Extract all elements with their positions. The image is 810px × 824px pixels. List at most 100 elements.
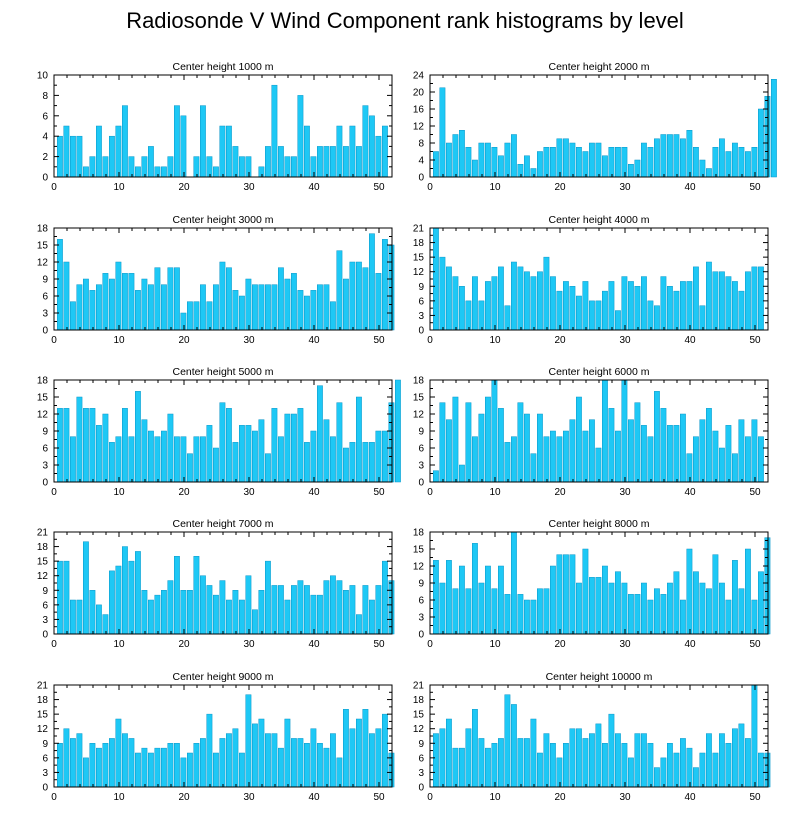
histogram-bar xyxy=(660,408,667,483)
histogram-bar xyxy=(732,453,738,483)
histogram-bar xyxy=(680,413,686,483)
histogram-bar xyxy=(582,738,589,788)
histogram-bar xyxy=(673,134,680,178)
y-tick-label: 9 xyxy=(418,739,424,750)
histogram-bar xyxy=(712,554,719,635)
histogram-bar xyxy=(278,146,284,178)
histogram-bar xyxy=(70,738,76,788)
histogram-bar xyxy=(491,588,498,635)
y-tick-label: 2 xyxy=(42,152,48,163)
x-tick-label: 50 xyxy=(373,182,385,193)
histogram-bar xyxy=(491,276,498,331)
histogram-bar xyxy=(200,284,206,331)
histogram-bar xyxy=(634,286,641,331)
histogram-bar xyxy=(576,396,582,483)
histogram-bar xyxy=(563,743,569,788)
histogram-bar xyxy=(491,379,498,483)
histogram-bar xyxy=(452,396,459,483)
x-tick-label: 40 xyxy=(308,487,320,498)
histogram-bar xyxy=(485,281,491,331)
histogram-bar xyxy=(96,425,102,483)
histogram-bar xyxy=(278,585,284,635)
histogram-bar xyxy=(706,588,712,635)
y-tick-label: 24 xyxy=(413,71,425,82)
histogram-bar xyxy=(686,130,693,178)
histogram-bar xyxy=(395,379,401,483)
x-tick-label: 30 xyxy=(619,335,631,346)
histogram-bar xyxy=(206,585,213,635)
histogram-bar xyxy=(89,743,96,788)
histogram-bar xyxy=(57,743,63,788)
histogram-bar xyxy=(102,413,109,483)
histogram-bar xyxy=(245,156,252,178)
histogram-bar xyxy=(135,551,141,635)
histogram-bar xyxy=(128,738,135,788)
histogram-bar xyxy=(543,147,550,178)
histogram-bar xyxy=(297,738,304,788)
histogram-bar xyxy=(128,273,135,331)
histogram-bar xyxy=(336,757,343,788)
histogram-bar xyxy=(174,105,180,178)
histogram-bar xyxy=(284,156,291,178)
histogram-bar xyxy=(680,599,686,635)
histogram-bar xyxy=(336,580,343,635)
histogram-bar xyxy=(382,239,388,331)
histogram-bar xyxy=(485,747,491,788)
histogram-bar xyxy=(369,599,375,635)
histogram-bar xyxy=(608,713,615,788)
histogram-bar xyxy=(693,767,699,788)
histogram-bar xyxy=(439,402,446,483)
histogram-bar xyxy=(63,728,70,788)
histogram-bar xyxy=(576,728,582,788)
histogram-bar xyxy=(563,430,569,483)
histogram-bar xyxy=(271,84,278,178)
histogram-bar xyxy=(362,709,369,788)
y-tick-label: 18 xyxy=(37,376,49,387)
y-tick-label: 15 xyxy=(413,710,425,721)
histogram-bar xyxy=(439,87,446,178)
x-tick-label: 40 xyxy=(684,639,696,650)
histogram-bar xyxy=(57,408,63,483)
histogram-bar xyxy=(673,752,680,788)
histogram-bar xyxy=(556,436,563,483)
y-tick-label: 16 xyxy=(413,105,425,116)
histogram-bar xyxy=(595,142,602,178)
histogram-bar xyxy=(673,571,680,635)
histogram-bar xyxy=(654,767,660,788)
histogram-bar xyxy=(517,266,524,331)
histogram-bar xyxy=(628,757,634,788)
histogram-bar xyxy=(530,276,537,331)
histogram-bar xyxy=(478,142,485,178)
histogram-bar xyxy=(569,554,576,635)
histogram-bar xyxy=(660,594,667,635)
histogram-bar xyxy=(602,743,608,788)
histogram-bar xyxy=(252,723,258,788)
panel-title: Center height 10000 m xyxy=(546,671,653,683)
histogram-bar xyxy=(439,256,446,331)
x-tick-label: 0 xyxy=(51,335,57,346)
histogram-bar xyxy=(732,142,738,178)
x-tick-label: 0 xyxy=(427,792,433,803)
x-tick-label: 0 xyxy=(427,335,433,346)
histogram-bar xyxy=(524,738,530,788)
x-tick-label: 10 xyxy=(489,182,501,193)
histogram-bar xyxy=(284,599,291,635)
histogram-bar xyxy=(245,575,252,635)
histogram-bar xyxy=(226,267,232,331)
histogram-bar xyxy=(504,142,511,178)
histogram-bar xyxy=(745,271,751,331)
histogram-bar xyxy=(200,575,206,635)
histogram-bar xyxy=(667,582,673,635)
x-tick-label: 40 xyxy=(308,792,320,803)
histogram-bar xyxy=(317,743,323,788)
histogram-bar xyxy=(213,594,219,635)
histogram-bar xyxy=(589,577,595,635)
histogram-bar xyxy=(219,125,226,178)
panel-title: Center height 8000 m xyxy=(549,518,650,530)
histogram-bar xyxy=(524,271,530,331)
histogram-bar xyxy=(563,281,569,331)
histogram-bar xyxy=(89,290,96,331)
histogram-bar xyxy=(465,147,472,178)
histogram-bar xyxy=(115,261,122,331)
histogram-bar xyxy=(122,273,128,331)
